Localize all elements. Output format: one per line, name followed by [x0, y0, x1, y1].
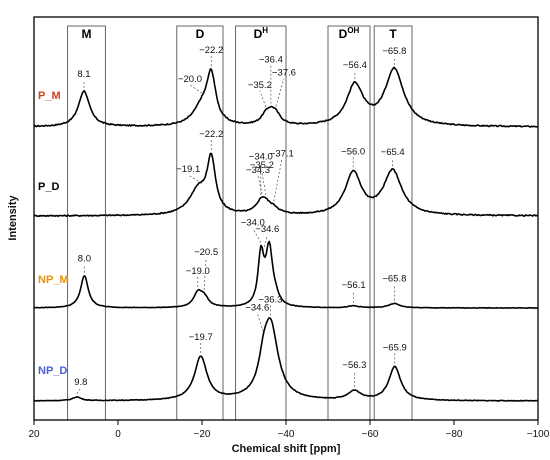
x-tick-label-3: −40	[278, 429, 295, 440]
peak-leader-P_D-5	[273, 159, 283, 202]
peak-label-P_M-5: −37.6	[272, 67, 296, 78]
peak-leader-NP_M-3	[252, 228, 262, 243]
peak-label-NP_M-0: 8.0	[78, 254, 91, 265]
region-label-4: T	[389, 27, 397, 41]
peak-leader-P_D-3	[257, 175, 263, 194]
peak-label-NP_D-0: 9.8	[74, 377, 87, 388]
peak-label-P_D-7: −65.4	[381, 147, 405, 158]
x-tick-label-5: −80	[446, 429, 463, 440]
region-label-3: DOH	[339, 26, 360, 41]
sample-label-P_M: P_M	[38, 90, 61, 102]
x-tick-label-4: −60	[362, 429, 379, 440]
peak-label-NP_M-7: −56.1	[342, 280, 366, 291]
peak-leader-P_D-4	[261, 170, 267, 196]
peak-label-P_M-6: −56.4	[343, 60, 367, 71]
peak-label-P_D-4: −35.2	[250, 160, 274, 171]
peak-label-NP_D-1: −19.7	[189, 332, 213, 343]
peak-label-NP_D-4: −56.3	[342, 360, 366, 371]
peak-label-P_M-7: −65.8	[382, 46, 406, 57]
peak-label-NP_D-5: −65.9	[383, 342, 407, 353]
peak-label-NP_M-3: −34.0	[241, 218, 265, 229]
peak-label-NP_D-3: −36.3	[258, 294, 282, 305]
x-tick-label-0: 20	[28, 429, 40, 440]
peak-leader-NP_M-4	[262, 234, 268, 251]
region-box-0	[67, 25, 106, 421]
x-tick-label-2: −20	[194, 429, 211, 440]
peak-leader-P_M-5	[275, 78, 285, 107]
peak-label-P_D-2: −34.0	[249, 152, 273, 163]
peak-label-P_M-3: −35.2	[248, 80, 272, 91]
peak-label-NP_M-8: −65.8	[382, 273, 406, 284]
sample-label-NP_M: NP_M	[38, 274, 69, 286]
peak-label-NP_D-2: −34.6	[245, 303, 269, 314]
peak-label-P_D-6: −56.0	[341, 146, 365, 157]
x-axis-title: Chemical shift [ppm]	[232, 443, 341, 455]
peak-label-P_M-4: −36.4	[259, 55, 283, 66]
peak-leader-P_M-3	[259, 90, 267, 107]
peak-label-P_M-0: 8.1	[77, 69, 90, 80]
peak-leader-P_M-1	[189, 84, 203, 94]
region-label-0: M	[82, 27, 92, 41]
x-tick-label-6: −100	[527, 429, 550, 440]
sample-label-P_D: P_D	[38, 181, 59, 193]
peak-leader-NP_D-0	[76, 387, 82, 395]
region-box-4	[373, 25, 413, 421]
peak-label-P_M-2: −22.2	[199, 45, 223, 56]
sample-label-NP_D: NP_D	[38, 365, 67, 377]
peak-label-P_D-5: −37.1	[270, 148, 294, 159]
spectrum-traces	[33, 66, 539, 402]
peak-leader-NP_M-2	[203, 257, 207, 290]
peak-label-P_D-3: −34.3	[246, 165, 270, 176]
peak-annotations: 8.1 −20.0 −22.2 −35.2 −36.4−37.6 −56.4 −65.8 −1…	[74, 45, 407, 395]
peak-leader-P_D-0	[188, 174, 199, 182]
region-box-1	[176, 25, 224, 421]
peak-label-NP_M-2: −20.5	[194, 247, 218, 258]
peak-label-NP_M-4: −34.6	[255, 224, 279, 235]
peak-label-P_M-1: −20.0	[178, 74, 202, 85]
region-label-1: D	[196, 27, 205, 41]
region-label-2: DH	[254, 26, 269, 41]
x-tick-label-1: 0	[115, 429, 121, 440]
trace-P_M	[33, 66, 538, 128]
peak-label-P_D-0: −19.1	[176, 164, 200, 175]
trace-P_D	[33, 152, 539, 218]
y-axis-title: Intensity	[7, 195, 19, 241]
peak-label-P_D-1: −22.2	[199, 129, 223, 140]
peak-leader-NP_D-2	[256, 313, 264, 332]
peak-label-NP_M-1: −19.0	[186, 266, 210, 277]
trace-NP_M	[33, 240, 539, 309]
sample-labels: P_M P_D NP_M NP_D	[38, 90, 69, 377]
trace-NP_D	[33, 317, 539, 402]
x-axis: 20 0 −20 −40 −60 −80 −100	[28, 420, 550, 440]
